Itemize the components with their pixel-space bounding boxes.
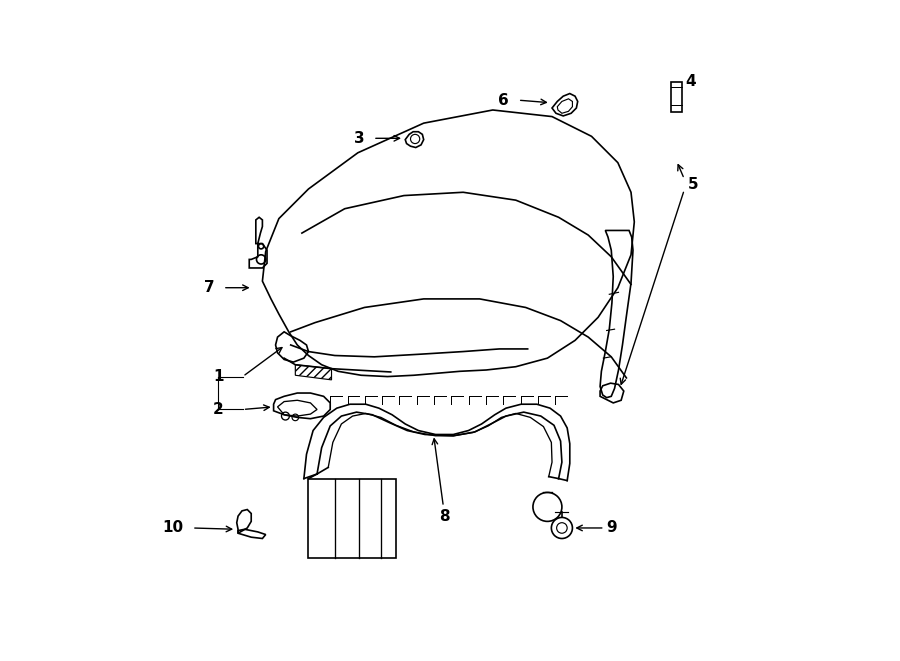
Text: 8: 8 — [439, 508, 450, 524]
Text: 9: 9 — [607, 520, 617, 535]
Text: 7: 7 — [203, 280, 214, 295]
Text: 5: 5 — [688, 177, 699, 192]
Text: 10: 10 — [162, 520, 184, 535]
Text: 1: 1 — [213, 369, 223, 384]
Text: 2: 2 — [213, 402, 224, 417]
Text: 4: 4 — [686, 74, 697, 89]
Text: 3: 3 — [354, 131, 364, 146]
Text: 6: 6 — [499, 93, 509, 108]
